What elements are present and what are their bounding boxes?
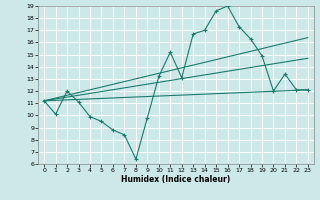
X-axis label: Humidex (Indice chaleur): Humidex (Indice chaleur): [121, 175, 231, 184]
